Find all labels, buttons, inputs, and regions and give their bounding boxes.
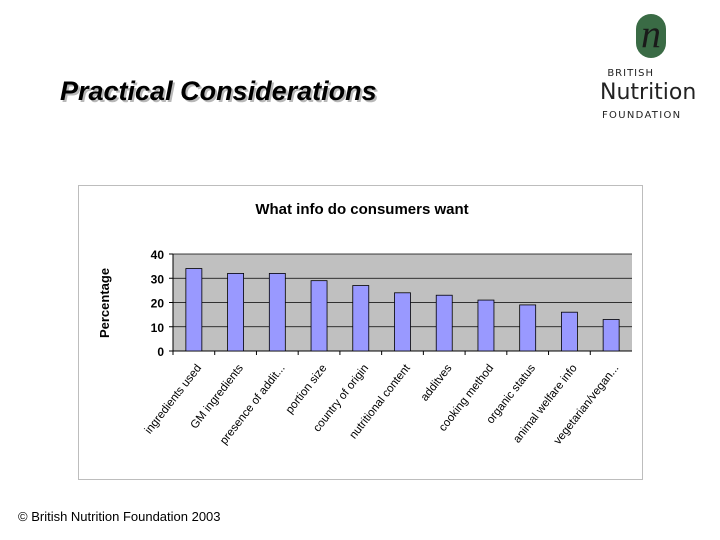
bar [394,292,411,352]
bar [561,311,578,352]
logo-line-british: BRITISH [607,68,654,79]
logo-mark [636,14,666,58]
bar [435,294,453,352]
logo-line-nutrition: Nutrition [600,80,697,105]
bar-chart: What info do consumers want Percentage 0… [97,201,632,447]
y-tick-label: 30 [151,272,165,286]
y-tick-label: 10 [151,321,165,335]
bar [519,304,537,352]
logo-line-foundation: FOUNDATION [602,110,682,121]
british-nutrition-foundation-logo: n BRITISH Nutrition FOUNDATION [596,10,714,126]
y-tick-label: 0 [157,345,164,359]
bar [227,273,244,352]
bar [185,268,203,352]
copyright-footer: © British Nutrition Foundation 2003 [18,509,221,524]
slide-title: Practical Considerations [60,76,377,106]
chart-title: What info do consumers want [255,201,468,218]
y-axis-label: Percentage [97,268,112,338]
bar [477,299,495,352]
bar [268,273,286,352]
bar [352,285,370,352]
y-tick-label: 20 [151,297,165,311]
x-tick-label: portion size [284,362,330,416]
bar [310,280,328,352]
bar [602,319,620,352]
y-tick-label: 40 [151,248,165,262]
chart-container: What info do consumers want Percentage 0… [78,185,643,480]
x-tick-label: additves [419,362,455,403]
logo-letter: n [641,11,661,56]
